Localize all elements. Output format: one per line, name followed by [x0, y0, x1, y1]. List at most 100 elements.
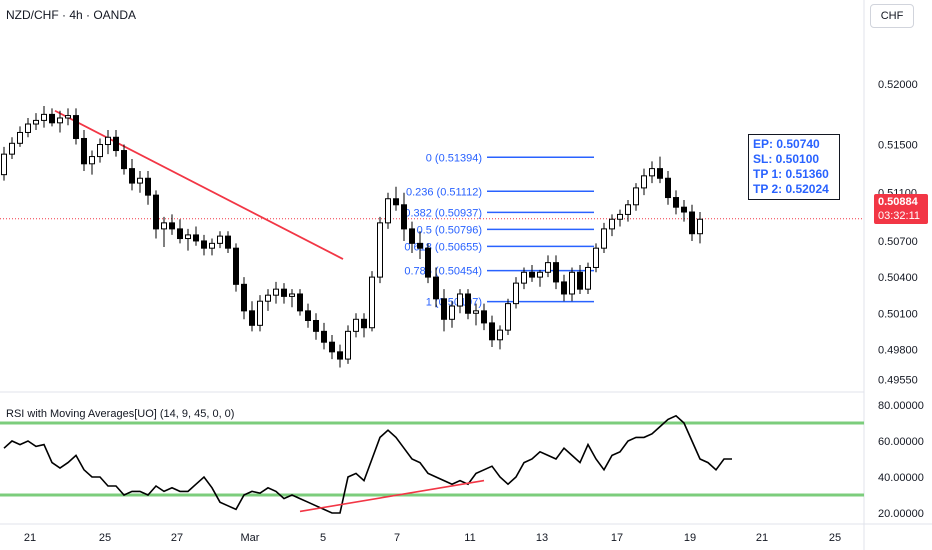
candle-body: [457, 293, 463, 307]
candle-body: [449, 305, 455, 320]
candle-body: [41, 113, 47, 121]
last-price-tag: 0.50884 03:32:11: [874, 194, 928, 224]
candle-body: [177, 228, 183, 240]
time-tick-label: 19: [684, 532, 696, 544]
candle-body: [393, 198, 399, 206]
currency-button[interactable]: CHF: [870, 4, 914, 28]
price-tick-label: 0.51500: [878, 140, 918, 152]
candle-body: [241, 283, 247, 312]
trend-line: [54, 109, 344, 260]
candle-body: [529, 271, 535, 278]
candle-body: [465, 293, 471, 314]
candle-body: [689, 211, 695, 235]
time-tick-label: 11: [464, 532, 475, 544]
candle-body: [481, 310, 487, 324]
candle-body: [385, 198, 391, 224]
candle-body: [57, 117, 63, 124]
price-tick-label: 0.50700: [878, 236, 918, 248]
candle-body: [225, 235, 231, 249]
candle-body: [601, 228, 607, 249]
candle-body: [25, 123, 31, 133]
candle-body: [129, 168, 135, 184]
time-tick-label: 21: [24, 532, 36, 544]
fib-level-label: 0.5 (0.50796): [417, 224, 482, 236]
time-tick-label: 21: [756, 532, 768, 544]
fib-level-label: 0.618 (0.50655): [404, 241, 482, 253]
candle-body: [409, 228, 415, 244]
candle-body: [209, 242, 215, 249]
candle-body: [585, 266, 591, 290]
candle-body: [633, 187, 639, 206]
candle-body: [121, 150, 127, 170]
price-tick-label: 0.52000: [878, 79, 918, 91]
candle-body: [401, 204, 407, 230]
fib-level-label: 0.236 (0.51112): [406, 186, 482, 198]
rsi-tick-label: 80.00000: [878, 400, 924, 412]
rsi-tick-label: 60.00000: [878, 436, 924, 448]
candle-body: [281, 288, 287, 297]
symbol-header[interactable]: NZD/CHF · 4h · OANDA: [6, 8, 137, 22]
bar-countdown: 03:32:11: [878, 210, 921, 222]
candle-body: [313, 319, 319, 332]
candle-body: [289, 293, 295, 297]
candle-body: [673, 197, 679, 208]
candle-body: [553, 262, 559, 283]
rsi-indicator-title[interactable]: RSI with Moving Averages[UO] (14, 9, 45,…: [6, 408, 235, 420]
candle-body: [441, 298, 447, 320]
candle-body: [65, 115, 71, 119]
candle-body: [561, 281, 567, 295]
time-tick-label: 13: [536, 532, 548, 544]
candle-body: [49, 113, 55, 124]
candle-body: [609, 218, 615, 230]
candle-body: [369, 276, 375, 329]
candle-body: [497, 329, 503, 341]
candle-body: [425, 247, 431, 278]
candle-body: [617, 213, 623, 220]
candle-body: [625, 204, 631, 215]
candle-body: [433, 276, 439, 300]
candle-body: [185, 234, 191, 240]
trade-plan-box[interactable]: EP: 0.50740 SL: 0.50100 TP 1: 0.51360 TP…: [748, 134, 840, 200]
candle-body: [473, 310, 479, 314]
candle-body: [297, 293, 303, 312]
candle-body: [105, 136, 111, 146]
candle-body: [201, 240, 207, 249]
candle-body: [545, 262, 551, 273]
rsi-tick-label: 40.00000: [878, 472, 924, 484]
candle-body: [329, 341, 335, 353]
candle-body: [33, 119, 39, 125]
last-price-value: 0.50884: [878, 196, 918, 208]
fib-level-label: 0 (0.51394): [426, 152, 482, 164]
candle-body: [345, 330, 351, 360]
candle-body: [505, 303, 511, 331]
candle-body: [273, 288, 279, 296]
candle-body: [233, 247, 239, 285]
candle-body: [145, 177, 151, 196]
time-tick-label: 7: [394, 532, 400, 544]
candle-body: [697, 218, 703, 235]
fib-level-label: 0.786 (0.50454): [404, 266, 482, 278]
time-tick-label: 17: [611, 532, 623, 544]
candle-body: [9, 142, 15, 155]
candle-body: [265, 294, 271, 302]
rsi-divergence-line: [299, 479, 485, 513]
candle-body: [321, 330, 327, 343]
candle-body: [169, 222, 175, 230]
price-tick-label: 0.49800: [878, 344, 918, 356]
candle-body: [657, 168, 663, 179]
candle-body: [489, 322, 495, 341]
candle-body: [217, 235, 223, 244]
candle-body: [641, 175, 647, 189]
take-profit-1: TP 1: 0.51360: [753, 167, 829, 181]
candle-body: [249, 310, 255, 326]
fib-level-label: 0.382 (0.50937): [404, 207, 482, 219]
candle-body: [361, 318, 367, 329]
candle-body: [377, 222, 383, 278]
candle-body: [81, 137, 87, 165]
candle-body: [1, 153, 7, 176]
candle-body: [17, 131, 23, 144]
candle-body: [521, 271, 527, 284]
candle-body: [337, 351, 343, 360]
stop-loss: SL: 0.50100: [753, 152, 820, 166]
